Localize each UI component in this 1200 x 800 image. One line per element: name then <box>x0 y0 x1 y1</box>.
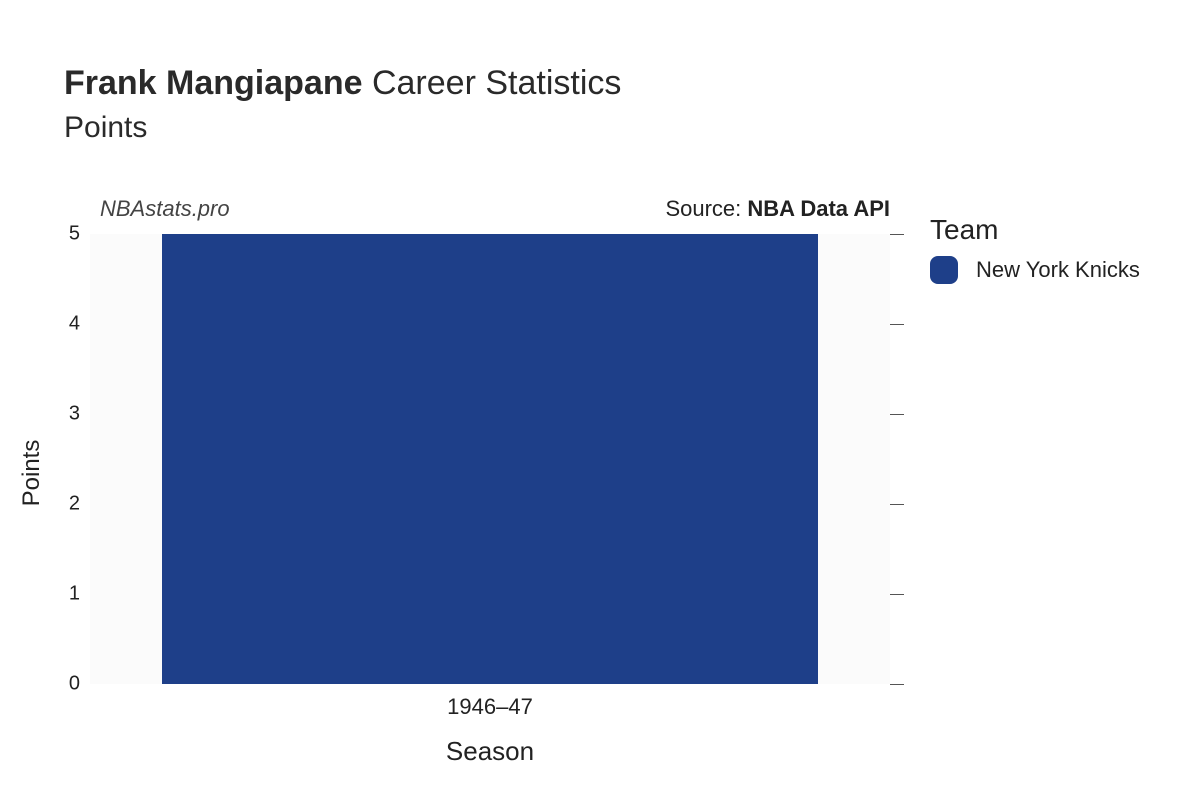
legend-title: Team <box>930 214 1140 246</box>
y-tick-line <box>890 594 904 595</box>
source-label: Source: <box>665 196 747 221</box>
legend-swatch <box>930 256 958 284</box>
player-name: Frank Mangiapane <box>64 64 363 102</box>
title-suffix: Career Statistics <box>363 64 622 102</box>
legend-item: New York Knicks <box>930 256 1140 284</box>
legend: Team New York Knicks <box>930 214 1140 284</box>
y-tick-label: 2 <box>54 493 80 516</box>
y-tick-line <box>890 234 904 235</box>
chart-title: Frank Mangiapane Career Statistics <box>64 62 621 105</box>
x-tick-label: 1946–47 <box>447 694 533 720</box>
y-tick-label: 0 <box>54 673 80 696</box>
bar <box>162 234 818 684</box>
y-tick-line <box>890 414 904 415</box>
y-tick-label: 3 <box>54 403 80 426</box>
plot-area <box>90 234 890 684</box>
y-tick-line <box>890 504 904 505</box>
legend-item-label: New York Knicks <box>976 257 1140 283</box>
y-tick-label: 1 <box>54 583 80 606</box>
chart-subtitle: Points <box>64 111 621 145</box>
y-tick-label: 5 <box>54 223 80 246</box>
watermark-text: NBAstats.pro <box>100 196 230 222</box>
x-axis-title: Season <box>446 736 534 767</box>
source-attribution: Source: NBA Data API <box>665 196 890 222</box>
y-axis-title: Points <box>18 440 46 507</box>
y-tick-label: 4 <box>54 313 80 336</box>
source-name: NBA Data API <box>747 196 890 221</box>
chart-container: Frank Mangiapane Career Statistics Point… <box>0 0 1200 800</box>
legend-items: New York Knicks <box>930 256 1140 284</box>
title-block: Frank Mangiapane Career Statistics Point… <box>64 62 621 145</box>
y-tick-line <box>890 324 904 325</box>
y-tick-line <box>890 684 904 685</box>
